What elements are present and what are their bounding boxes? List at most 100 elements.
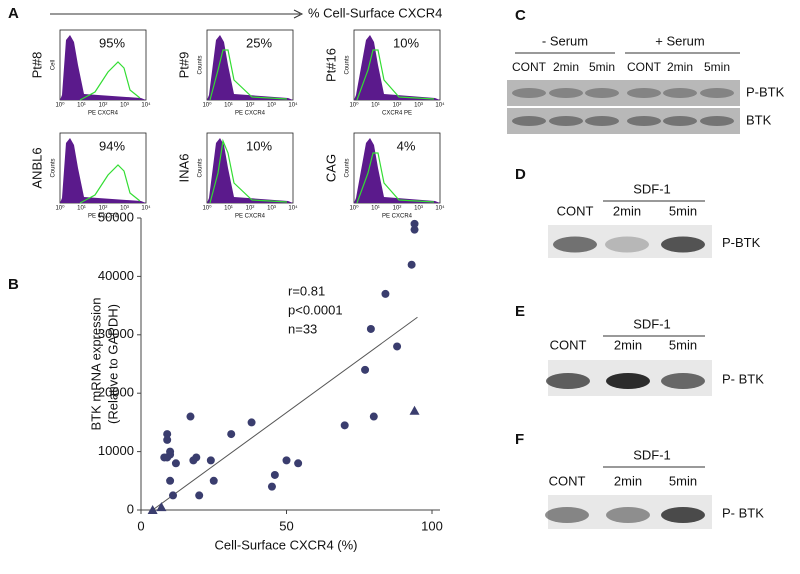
lane-label: CONT bbox=[627, 60, 662, 74]
blot-band bbox=[663, 116, 697, 126]
lane-label: 5min bbox=[669, 473, 697, 488]
scatter-point bbox=[393, 342, 402, 351]
x-tick-label: 10¹ bbox=[77, 103, 86, 109]
scatter-point bbox=[270, 470, 279, 479]
scatter-point bbox=[247, 418, 256, 427]
panel-label: A bbox=[8, 5, 19, 22]
blot bbox=[507, 108, 740, 134]
x-tick-label: 10⁰ bbox=[55, 102, 65, 109]
scatter-point bbox=[227, 430, 236, 439]
lane-label: 5min bbox=[704, 60, 730, 74]
percent-label: 10% bbox=[393, 35, 419, 50]
scatter-point bbox=[267, 482, 276, 491]
scatter-point bbox=[282, 456, 291, 465]
x-tick-label: 10² bbox=[393, 103, 402, 109]
blot-band bbox=[661, 236, 705, 253]
blot-band bbox=[585, 88, 619, 98]
arrow-head bbox=[293, 9, 304, 19]
x-tick-label: 10⁰ bbox=[349, 205, 359, 212]
histogram-fill bbox=[354, 35, 440, 100]
x-tick-label: 50 bbox=[279, 518, 293, 533]
scatter-point bbox=[169, 491, 178, 500]
blot-band bbox=[606, 373, 650, 389]
row-label: P- BTK bbox=[722, 505, 764, 520]
lane-label: CONT bbox=[557, 203, 594, 218]
x-tick-label: 10² bbox=[246, 103, 255, 109]
x-tick-label: 10¹ bbox=[224, 103, 233, 109]
blot-band bbox=[549, 116, 583, 126]
lane-label: CONT bbox=[549, 473, 586, 488]
x-tick-label: 10² bbox=[99, 206, 108, 212]
blot-band bbox=[553, 236, 597, 253]
x-tick-label: 10⁴ bbox=[288, 102, 298, 109]
blot-band bbox=[627, 116, 661, 126]
percent-label: 94% bbox=[99, 138, 125, 153]
lane-label: 2min bbox=[614, 337, 642, 352]
scatter-point bbox=[407, 260, 416, 269]
scatter-triangle bbox=[147, 505, 158, 514]
scatter-point bbox=[209, 476, 218, 485]
blot-band bbox=[627, 88, 661, 98]
lane-label: 5min bbox=[669, 337, 697, 352]
y-tick-label: 10000 bbox=[98, 443, 134, 458]
annotation: r=0.81 bbox=[288, 283, 325, 298]
blot-band bbox=[661, 507, 705, 523]
y-tick-label: 20000 bbox=[98, 385, 134, 400]
percent-label: 25% bbox=[246, 35, 272, 50]
blot-band bbox=[700, 88, 734, 98]
scatter-point bbox=[206, 456, 215, 465]
scatter-point bbox=[366, 324, 375, 333]
y-axis-title: (Relative to GAPDH) bbox=[105, 304, 120, 424]
percent-label: 10% bbox=[246, 138, 272, 153]
x-tick-label: 10² bbox=[246, 206, 255, 212]
histogram-line bbox=[79, 61, 141, 101]
y-tick-label: 0 bbox=[127, 501, 134, 516]
lane-label: 5min bbox=[589, 60, 615, 74]
axis-title: % Cell-Surface CXCR4 bbox=[308, 5, 442, 20]
lane-label: 2min bbox=[667, 60, 693, 74]
group-label: + Serum bbox=[655, 33, 705, 48]
scatter-point bbox=[166, 476, 175, 485]
blot-band bbox=[546, 373, 590, 389]
panel-label: E bbox=[515, 303, 525, 320]
sample-label: CAG bbox=[323, 154, 338, 182]
scatter-point bbox=[340, 421, 349, 430]
blot-band bbox=[663, 88, 697, 98]
trend-line bbox=[152, 316, 418, 511]
x-tick-label: 10¹ bbox=[77, 206, 86, 212]
annotation: n=33 bbox=[288, 321, 317, 336]
panel-label: F bbox=[515, 431, 524, 448]
sample-label: Pt#16 bbox=[323, 48, 338, 82]
blot bbox=[507, 80, 740, 106]
histogram-fill bbox=[207, 138, 293, 203]
sample-label: INA6 bbox=[176, 154, 191, 183]
x-tick-label: 10⁰ bbox=[202, 205, 212, 212]
lane-label: CONT bbox=[512, 60, 547, 74]
blot-band bbox=[700, 116, 734, 126]
x-axis-label: PE CXCR4 bbox=[235, 111, 266, 117]
x-tick-label: 10² bbox=[393, 206, 402, 212]
x-tick-label: 10¹ bbox=[371, 206, 380, 212]
panel-label: B bbox=[8, 276, 19, 293]
group-label: SDF-1 bbox=[633, 316, 671, 331]
lane-label: 2min bbox=[613, 203, 641, 218]
histogram-fill bbox=[60, 35, 146, 100]
row-label: P-BTK bbox=[746, 84, 785, 99]
histogram-fill bbox=[60, 138, 146, 203]
y-tick-label: 30000 bbox=[98, 326, 134, 341]
x-tick-label: 10² bbox=[99, 103, 108, 109]
blot-band bbox=[545, 507, 589, 523]
x-tick-label: 0 bbox=[137, 518, 144, 533]
panel-label: C bbox=[515, 7, 526, 24]
y-axis-label: Counts bbox=[198, 55, 204, 74]
histogram-fill bbox=[354, 138, 440, 203]
x-tick-label: 10⁰ bbox=[55, 205, 65, 212]
group-label: SDF-1 bbox=[633, 447, 671, 462]
x-axis-label: PE CXCR4 bbox=[88, 214, 119, 220]
scatter-point bbox=[410, 225, 419, 234]
y-axis-label: Counts bbox=[345, 55, 351, 74]
blot-band bbox=[606, 507, 650, 523]
scatter-point bbox=[166, 447, 175, 456]
y-axis-label: Cell bbox=[51, 60, 57, 70]
